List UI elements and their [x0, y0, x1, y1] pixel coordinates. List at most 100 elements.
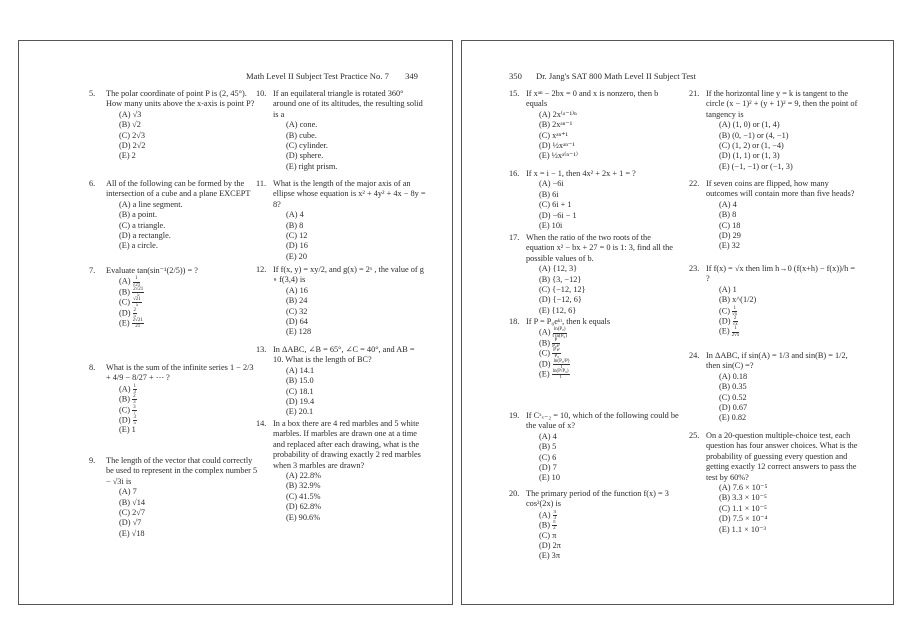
answer-choice: (E) ln(P/P₀) t: [539, 369, 679, 380]
question-text: What is the sum of the infinite series 1…: [106, 363, 254, 383]
answer-choice: (A) 4: [539, 431, 557, 441]
question-text: The length of the vector that could corr…: [106, 456, 258, 486]
answer-choice: (A) √3: [119, 109, 142, 119]
question-text: The primary period of the function f(x) …: [526, 489, 669, 509]
denominator: P₀eᵗ: [552, 344, 560, 349]
question-text: If f(x) = √x then lim h→0 (f(x+h) − f(x)…: [706, 264, 856, 284]
header-title: Math Level II Subject Test Practice No. …: [246, 71, 389, 81]
answer-choice: (D) 7.5 × 10⁻⁴: [719, 514, 768, 524]
numerator: ln(P₀/P): [552, 358, 571, 365]
question-text: If xᵃⁿ − 2bx = 0 and x is nonzero, then …: [526, 89, 659, 109]
question-number: 18.: [509, 317, 520, 326]
denominator: 5: [133, 421, 137, 427]
denominator: 2: [553, 526, 556, 532]
answer-choice: (A) 0.18: [719, 371, 748, 381]
answer-choice: (A) 7.6 × 10⁻⁵: [719, 483, 768, 493]
question-number: 20.: [509, 489, 520, 498]
question-text: In ΔABC, ∠B = 65°, ∠C = 40°, and AB = 10…: [273, 345, 415, 365]
numerator: ln(P₀): [552, 327, 567, 334]
answer-choice: (A) 4: [286, 210, 304, 220]
answer-choice: (E) ½xᵃ⁽ⁿ⁻¹⁾: [539, 151, 578, 161]
answer-choice: (D) 7: [539, 462, 557, 472]
answer-choice: (C) 18: [719, 220, 741, 230]
question-text: If f(x, y) = xy/2, and g(x) = 2ˣ , the v…: [273, 265, 424, 285]
answer-choice: (D) 16: [286, 241, 308, 251]
answer-choice: (C) 2√3: [119, 130, 145, 140]
answer-choice: (E) {12, 6}: [539, 305, 577, 315]
answer-choice: (B) cube.: [286, 130, 317, 140]
answer-choice: (A) π 3: [539, 509, 679, 521]
answer-choice: (B) x^(1/2): [719, 295, 757, 305]
answer-choice: (E) √18: [119, 528, 145, 538]
answer-choice: (E) 90.6%: [286, 512, 321, 522]
left-page: Math Level II Subject Test Practice No. …: [18, 40, 453, 605]
denominator: 5: [135, 303, 139, 309]
answer-choice: (B) a point.: [119, 210, 158, 220]
answer-choice: (B) 32.9%: [286, 481, 321, 491]
question-text: On a 20-question multiple-choice test, e…: [706, 431, 858, 482]
answer-choice: (D) ½xᵃⁿ⁻¹: [539, 140, 575, 150]
answer-choice: (E) 1: [119, 425, 136, 435]
answer-choice: (D) 19.4: [286, 396, 315, 406]
answer-choice: (B) 3.3 × 10⁻⁵: [719, 493, 767, 503]
answer-choice: (C) √21 5: [119, 297, 259, 308]
question-number: 10.: [256, 89, 267, 98]
answer-choice: (B) 24: [286, 296, 308, 306]
denominator: 7: [133, 410, 136, 416]
denominator: 21: [135, 324, 141, 330]
question-text: What is the length of the major axis of …: [273, 179, 426, 209]
question-number: 22.: [689, 179, 700, 188]
answer-choice: (D) a rectangle.: [119, 230, 171, 240]
choice-label: (B): [539, 338, 551, 348]
fraction: √21 5: [132, 297, 142, 308]
question: 23. If f(x) = √x then lim h→0 (f(x+h) − f…: [689, 264, 859, 338]
numerator: 2: [132, 307, 138, 314]
question-number: 8.: [89, 363, 96, 372]
question: 18. If P = P₀eᵏᵗ, then k equals (A) ln(P₀) t…: [509, 317, 679, 380]
question: 8. What is the sum of the infinite series…: [89, 363, 259, 436]
question: 9. The length of the vector that could co…: [89, 456, 259, 539]
question-number: 13.: [256, 345, 267, 354]
question: 6. All of the following can be formed by …: [89, 179, 259, 252]
question: 21. If the horizontal line y = k is tange…: [689, 89, 859, 172]
choice-label: (C): [719, 306, 731, 316]
answer-choice: (B) 0.35: [719, 382, 747, 392]
answer-choice: (E) 0.82: [719, 413, 747, 423]
numerator: π: [552, 509, 558, 517]
page-number: 349: [405, 71, 418, 81]
question-number: 19.: [509, 411, 520, 420]
denominator: P₀: [554, 354, 559, 360]
question: 19. If Cˣₓ₋₂ = 10, which of the following…: [509, 411, 679, 484]
denominator: 5: [133, 313, 137, 319]
denominator: 5: [136, 293, 140, 298]
answer-choice: (D) ln(P₀/P) t: [539, 358, 679, 370]
question: 13. In ΔABC, ∠B = 65°, ∠C = 40°, and AB =…: [256, 345, 426, 418]
question: 10. If an equilateral triangle is rotated…: [256, 89, 426, 172]
answer-choice: (A) 2x⁽ᵃ⁻¹⁾ⁿ: [539, 109, 577, 119]
answer-choice: (B) 8: [286, 220, 304, 230]
answer-choice: (B) π 2: [539, 520, 679, 532]
denominator: t ln(P₀): [552, 333, 567, 339]
choice-label: (A): [119, 277, 131, 287]
answer-choice: (B) {3, −12}: [539, 274, 582, 284]
question: 14. In a box there are 4 red marbles and …: [256, 419, 426, 523]
question-text: If seven coins are flipped, how many out…: [706, 179, 855, 199]
question: 11. What is the length of the major axis …: [256, 179, 426, 262]
answer-choice: (D) √7: [119, 518, 142, 528]
numerator: 1: [732, 305, 738, 312]
fraction: 2√21 5: [132, 287, 145, 298]
answer-choice: (B) 8: [719, 210, 737, 220]
question: 22. If seven coins are flipped, how many …: [689, 179, 859, 252]
question-number: 5.: [89, 89, 96, 98]
answer-choice: (B) 5: [539, 442, 557, 452]
header-title: Dr. Jang's SAT 800 Math Level II Subject…: [536, 71, 696, 81]
choice-label: (D): [539, 359, 551, 369]
answer-choice: (B) 6i: [539, 189, 559, 199]
answer-choice: (E) 20: [286, 251, 307, 261]
answer-choice: (C) 3 7: [119, 405, 259, 416]
choice-label: (D): [119, 415, 131, 425]
answer-choice: (B) P P₀eᵗ: [539, 338, 679, 349]
question-text: If x = i − 1, then 4x² + 2x + 1 = ?: [526, 169, 636, 178]
question-number: 6.: [89, 179, 96, 188]
